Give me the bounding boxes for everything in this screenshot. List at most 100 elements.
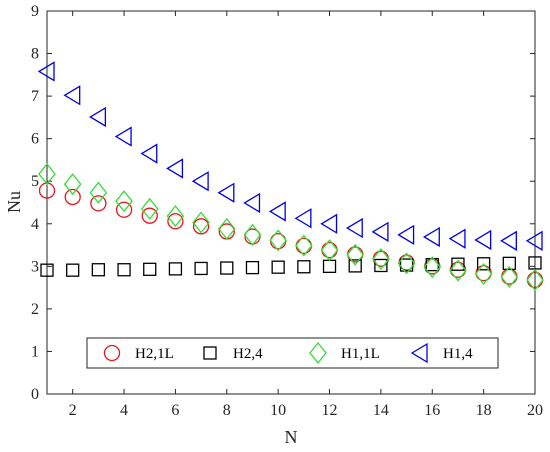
data-point bbox=[64, 188, 81, 206]
data-point bbox=[526, 268, 544, 291]
data-point bbox=[66, 263, 80, 277]
data-point bbox=[63, 173, 82, 196]
data-point bbox=[217, 217, 236, 240]
data-point bbox=[271, 260, 285, 274]
data-point bbox=[500, 230, 517, 251]
data-series bbox=[37, 61, 544, 291]
y-tick-label: 1 bbox=[31, 343, 39, 360]
x-tick-label: 6 bbox=[171, 402, 179, 419]
data-point bbox=[397, 252, 416, 275]
legend-marker bbox=[203, 346, 217, 360]
legend-label: H2,1L bbox=[135, 346, 174, 362]
data-point bbox=[166, 158, 184, 179]
x-tick-label: 14 bbox=[373, 402, 389, 419]
x-tick-label: 8 bbox=[223, 402, 231, 419]
data-point bbox=[448, 228, 466, 249]
data-point bbox=[90, 195, 107, 212]
x-axis-tick-labels: 2 4 6 8 10 12 14 16 18 20 bbox=[69, 402, 543, 419]
data-point bbox=[115, 190, 133, 213]
data-point bbox=[449, 259, 467, 282]
data-point bbox=[243, 192, 261, 214]
data-point bbox=[268, 201, 286, 222]
data-point bbox=[217, 182, 235, 203]
data-point bbox=[269, 229, 287, 252]
data-point bbox=[423, 256, 442, 279]
y-tick-label: 2 bbox=[31, 301, 39, 318]
data-point bbox=[294, 208, 312, 229]
data-point bbox=[451, 257, 465, 271]
data-point bbox=[502, 256, 516, 271]
plot-area bbox=[46, 10, 536, 395]
data-point bbox=[192, 218, 210, 235]
x-tick-label: 20 bbox=[527, 402, 543, 419]
data-point bbox=[243, 223, 262, 246]
series-square bbox=[40, 256, 542, 277]
data-point bbox=[143, 262, 157, 276]
data-point bbox=[141, 207, 158, 224]
data-point bbox=[89, 181, 108, 204]
y-tick-label: 9 bbox=[31, 3, 39, 20]
data-point bbox=[525, 230, 543, 251]
data-point bbox=[63, 85, 81, 106]
data-point bbox=[320, 239, 339, 262]
data-point bbox=[91, 263, 106, 277]
data-point bbox=[374, 258, 388, 273]
data-point bbox=[346, 243, 365, 266]
x-tick-label: 10 bbox=[270, 402, 286, 419]
y-tick-label: 7 bbox=[31, 88, 39, 105]
data-point bbox=[500, 265, 519, 289]
data-point bbox=[37, 61, 55, 82]
data-point bbox=[115, 201, 133, 218]
data-point bbox=[114, 126, 132, 147]
data-point bbox=[320, 213, 338, 234]
data-point bbox=[476, 257, 491, 271]
data-point bbox=[397, 224, 415, 245]
x-tick-label: 2 bbox=[69, 402, 77, 419]
y-tick-label: 5 bbox=[31, 173, 39, 190]
data-point bbox=[371, 221, 389, 243]
legend-label: H1,4 bbox=[443, 346, 473, 362]
y-tick-label: 6 bbox=[31, 131, 39, 148]
data-point bbox=[40, 263, 54, 277]
x-tick-label: 12 bbox=[322, 402, 338, 419]
legend-marker bbox=[309, 341, 327, 365]
series-diamond bbox=[38, 162, 544, 291]
legend-box bbox=[86, 337, 499, 369]
x-tick-label: 18 bbox=[476, 402, 492, 419]
legend-label: H2,4 bbox=[233, 346, 263, 362]
x-axis-title: N bbox=[285, 427, 298, 447]
legend-marker bbox=[410, 342, 428, 364]
y-tick-label: 4 bbox=[31, 216, 39, 233]
legend-label: H1,1L bbox=[341, 346, 380, 362]
data-point bbox=[117, 263, 131, 277]
data-point bbox=[422, 226, 440, 248]
data-point bbox=[474, 262, 493, 286]
data-point bbox=[166, 205, 185, 228]
y-tick-label: 3 bbox=[31, 258, 39, 275]
data-point bbox=[194, 261, 208, 276]
y-tick-label: 8 bbox=[31, 46, 39, 63]
series-triangle-left bbox=[37, 61, 543, 251]
data-point bbox=[168, 262, 183, 276]
data-point bbox=[192, 211, 210, 234]
x-tick-label: 4 bbox=[120, 402, 128, 419]
data-point bbox=[38, 162, 56, 186]
x-tick-label: 16 bbox=[424, 402, 440, 419]
data-point bbox=[191, 171, 209, 192]
data-point bbox=[474, 229, 492, 251]
y-axis-title: Nu bbox=[4, 191, 24, 213]
y-axis-tick-labels: 0 1 2 3 4 5 6 7 8 9 bbox=[31, 3, 39, 403]
legend: H2,1L H2,4 H1,1L H1,4 bbox=[86, 337, 499, 369]
legend-marker bbox=[103, 344, 121, 362]
data-point bbox=[297, 260, 311, 274]
data-point bbox=[345, 217, 363, 239]
data-point bbox=[89, 106, 107, 128]
data-point bbox=[245, 260, 260, 275]
axis-ticks bbox=[47, 10, 536, 395]
data-point bbox=[220, 261, 234, 275]
legend-items: H2,1L H2,4 H1,1L H1,4 bbox=[103, 341, 473, 365]
data-point bbox=[372, 248, 390, 271]
data-point bbox=[167, 213, 184, 230]
data-point bbox=[348, 259, 362, 273]
